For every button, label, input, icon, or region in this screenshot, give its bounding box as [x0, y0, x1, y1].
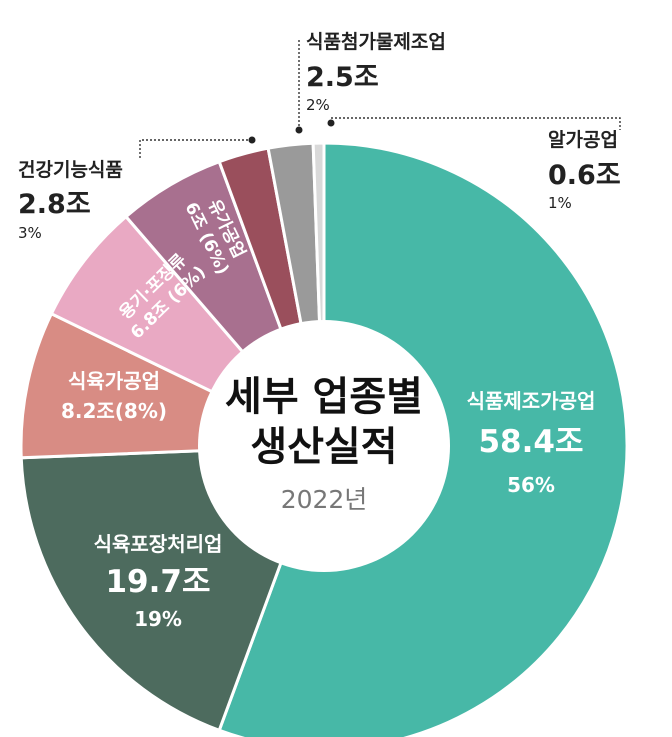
- label-food-mfg: 식품제조가공업 58.4조 56%: [467, 389, 596, 497]
- label-additive-name: 식품첨가물제조업: [306, 31, 446, 53]
- label-health: 건강기능식품 2.8조 3%: [18, 159, 123, 242]
- label-food-mfg-value: 58.4조: [478, 424, 583, 460]
- label-additive-value: 2.5조: [306, 62, 379, 93]
- label-additive: 식품첨가물제조업 2.5조 2%: [306, 31, 446, 114]
- label-egg-pct: 1%: [548, 194, 572, 212]
- label-food-mfg-name: 식품제조가공업: [467, 389, 596, 413]
- label-meat-pack: 식육포장처리업 19.7조 19%: [94, 532, 223, 631]
- leader-dot-egg: [327, 119, 335, 127]
- label-additive-pct: 2%: [306, 96, 330, 114]
- label-health-pct: 3%: [18, 224, 42, 242]
- label-egg: 알가공업 0.6조 1%: [548, 129, 621, 212]
- label-meat-pack-value: 19.7조: [105, 564, 210, 600]
- leader-dot-health: [248, 136, 256, 144]
- label-egg-name: 알가공업: [548, 129, 618, 151]
- label-meat-proc: 식육가공업 8.2조(8%): [61, 369, 167, 423]
- label-meat-proc-name: 식육가공업: [68, 369, 160, 393]
- label-food-mfg-pct: 56%: [507, 473, 555, 497]
- leader-lines: [139, 40, 621, 158]
- label-meat-pack-pct: 19%: [134, 607, 182, 631]
- center-title-line1: 세부 업종별: [225, 374, 423, 420]
- label-meat-proc-value: 8.2조(8%): [61, 399, 167, 423]
- label-health-value: 2.8조: [18, 189, 91, 220]
- donut-center: [198, 320, 450, 572]
- label-health-name: 건강기능식품: [18, 159, 123, 181]
- label-meat-pack-name: 식육포장처리업: [94, 532, 223, 556]
- center-year: 2022년: [281, 485, 368, 514]
- center-title-line2: 생산실적: [250, 424, 397, 470]
- leader-egg: [331, 117, 621, 130]
- leader-dot-additive: [295, 126, 303, 134]
- leader-health: [139, 139, 250, 158]
- label-egg-value: 0.6조: [548, 160, 621, 191]
